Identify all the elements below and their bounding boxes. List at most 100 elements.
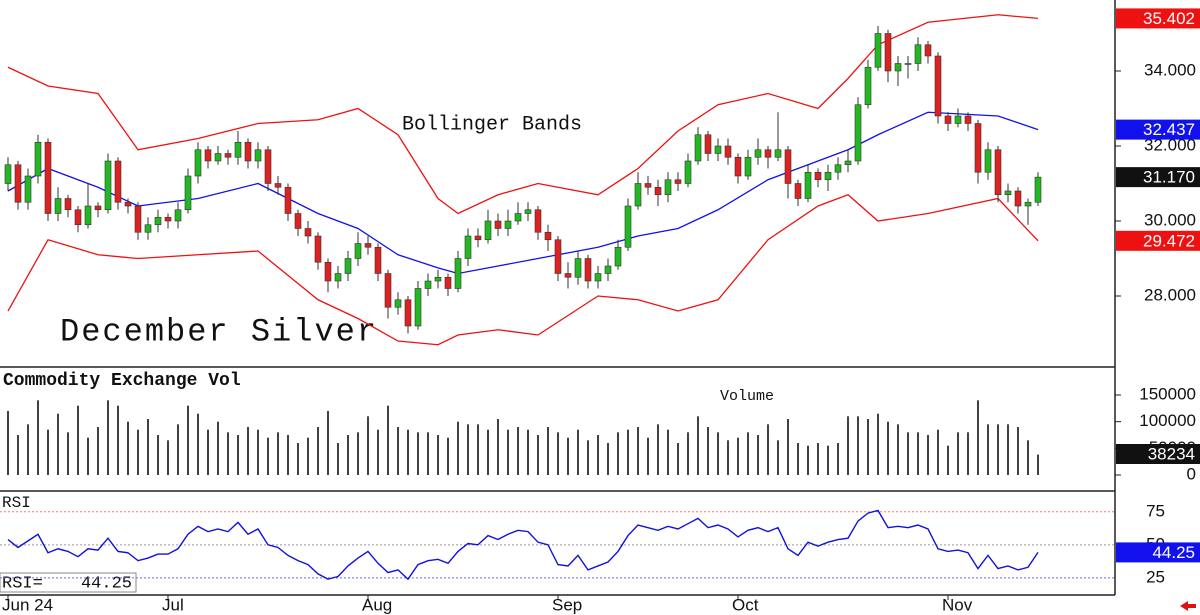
- candle-body: [504, 220, 512, 229]
- candle-body: [244, 141, 252, 162]
- x-tick-label: Oct: [732, 595, 759, 614]
- candle-body: [934, 55, 942, 117]
- candle-body: [894, 63, 902, 72]
- candle-body: [254, 149, 262, 162]
- bollinger-lower: [7, 194, 1039, 346]
- y-tick-label: 30.000: [1144, 210, 1196, 229]
- candle-body: [104, 160, 112, 211]
- value-marker: [1116, 8, 1200, 29]
- candle-body: [274, 183, 282, 188]
- candle-body: [474, 235, 482, 241]
- candle-body: [844, 160, 852, 166]
- y-tick-label: 75: [1146, 501, 1165, 520]
- candle-body: [464, 235, 472, 259]
- value-marker: [1116, 167, 1200, 188]
- rsi-line: [7, 509, 1039, 581]
- candle-body: [314, 235, 322, 263]
- candle-body: [574, 258, 582, 278]
- panel-title: Commodity Exchange Vol: [3, 371, 241, 391]
- candle-body: [334, 273, 342, 282]
- candle-body: [714, 145, 722, 154]
- candle-body: [204, 149, 212, 162]
- candle-body: [34, 141, 42, 177]
- candle-body: [824, 171, 832, 181]
- chart-title: December Silver: [60, 313, 378, 350]
- candle-body: [364, 243, 372, 248]
- candle-body: [264, 149, 272, 184]
- candle-body: [834, 164, 842, 173]
- candle-body: [724, 145, 732, 158]
- candle-body: [874, 33, 882, 68]
- x-tick-label: Sep: [552, 595, 582, 614]
- candle-body: [854, 104, 862, 162]
- candle-body: [584, 258, 592, 282]
- candle-body: [904, 63, 912, 65]
- candle-body: [374, 246, 382, 274]
- candle-body: [524, 209, 532, 214]
- candle-body: [564, 273, 572, 278]
- x-tick-label: Aug: [362, 595, 392, 614]
- value-marker-label: 31.170: [1143, 168, 1195, 187]
- candle-body: [64, 198, 72, 211]
- scroll-arrow[interactable]: [1180, 601, 1196, 611]
- candle-body: [324, 261, 332, 282]
- value-marker-label: 29.472: [1143, 231, 1195, 250]
- candle-body: [624, 205, 632, 248]
- value-marker: [1116, 444, 1200, 464]
- candle-body: [1014, 190, 1022, 207]
- candle-body: [484, 220, 492, 241]
- candle-body: [194, 149, 202, 177]
- candle-body: [404, 299, 412, 327]
- candle-body: [964, 115, 972, 124]
- candle-body: [74, 209, 82, 226]
- candle-body: [344, 258, 352, 274]
- candle-body: [124, 201, 132, 207]
- candle-body: [754, 149, 762, 158]
- candle-body: [294, 213, 302, 229]
- candle-body: [794, 183, 802, 199]
- candle-body: [44, 141, 52, 214]
- candle-body: [614, 246, 622, 267]
- y-tick-label: 0: [1187, 464, 1196, 483]
- candle-body: [744, 156, 752, 177]
- value-marker-label: 35.402: [1143, 9, 1195, 28]
- candle-body: [54, 198, 62, 214]
- candle-body: [24, 175, 32, 203]
- candle-body: [644, 183, 652, 188]
- candle-body: [184, 175, 192, 211]
- candle-body: [984, 149, 992, 173]
- candle-body: [94, 205, 102, 211]
- candle-body: [144, 224, 152, 233]
- candle-body: [394, 299, 402, 308]
- candle-body: [764, 149, 772, 158]
- candle-body: [14, 164, 22, 203]
- candle-body: [154, 216, 162, 226]
- candle-body: [814, 171, 822, 181]
- candle-body: [354, 243, 362, 259]
- readout-label: RSI=: [2, 574, 43, 593]
- y-tick-label: 34.000: [1144, 60, 1196, 79]
- y-tick-label: 28.000: [1144, 285, 1196, 304]
- annotation: Volume: [720, 388, 774, 405]
- candle-body: [654, 186, 662, 196]
- candle-body: [84, 205, 92, 226]
- candle-body: [684, 160, 692, 184]
- x-tick-label: Nov: [942, 595, 973, 614]
- candle-body: [954, 115, 962, 124]
- candle-body: [734, 156, 742, 177]
- candle-body: [224, 153, 232, 158]
- candle-body: [1024, 201, 1032, 207]
- candle-body: [994, 149, 1002, 196]
- candle-body: [774, 149, 782, 158]
- candle-body: [1034, 176, 1042, 203]
- value-marker-label: 32.437: [1143, 120, 1195, 139]
- panel-title: RSI: [2, 494, 31, 512]
- candle-body: [384, 273, 392, 308]
- candle-body: [914, 44, 922, 64]
- candle-body: [604, 265, 612, 274]
- candle-body: [454, 258, 462, 289]
- candle-body: [304, 228, 312, 237]
- candle-body: [174, 209, 182, 222]
- candle-body: [134, 205, 142, 233]
